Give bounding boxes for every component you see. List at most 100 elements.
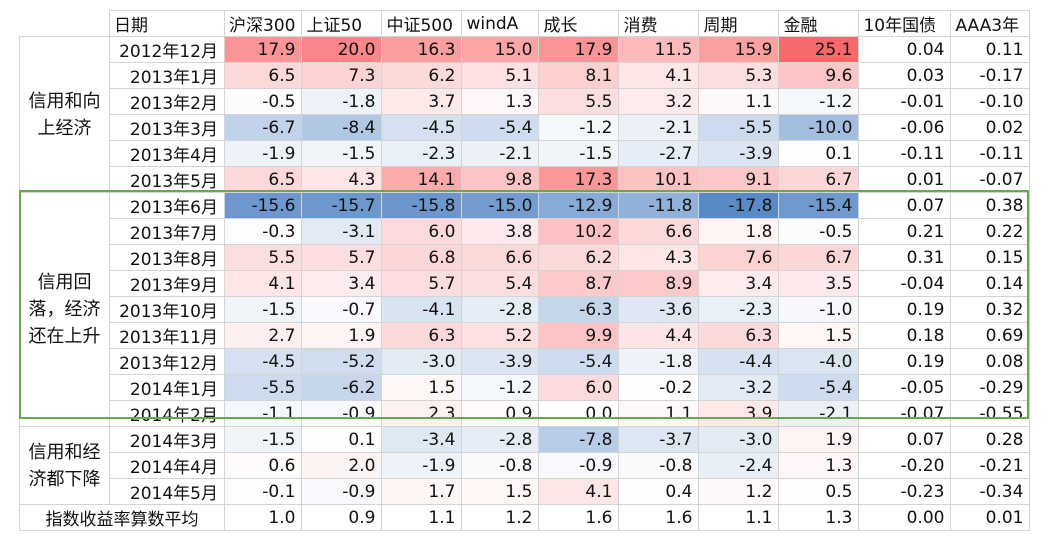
value-cell: -0.01 [858,88,952,115]
value-cell: -0.9 [301,400,383,427]
value-cell: 1.1 [698,88,780,115]
date-cell: 2013年7月 [109,218,225,245]
value-cell: 0.14 [950,270,1031,297]
table-row: 2013年4月 -1.9 -1.5 -2.3 -2.1 -1.5 -2.7 -3.9 0.1 -0… [20,140,1031,167]
value-cell: 3.2 [618,88,700,115]
value-cell: -3.6 [618,296,700,323]
value-cell: -3.0 [698,426,780,453]
value-cell: 1.9 [301,322,383,349]
table-row: 2014年2月 -1.1 -0.9 2.3 0.9 0.0 1.1 3.9 -2.1 -0.07-… [20,400,1031,427]
value-cell: -5.4 [538,348,620,375]
value-cell: -1.9 [381,452,463,479]
value-cell: 20.0 [301,36,383,63]
value-cell: -1.9 [223,140,303,167]
table-row: 2013年9月 4.1 3.4 5.7 5.4 8.7 8.9 3.4 3.5 -0.04 0.14 [20,270,1031,297]
value-cell: 8.7 [538,270,620,297]
average-cell: 1.1 [698,504,780,531]
date-cell: 2013年11月 [109,322,225,349]
table-row: 信用回落，经济还在上升 2013年6月 -15.6 -15.7 -15.8 -15.0 -1… [19,192,1031,427]
value-cell: -1.8 [301,88,383,115]
value-cell: 6.5 [223,166,303,193]
value-cell: 4.1 [538,478,620,505]
value-cell: 9.6 [778,62,860,89]
value-cell: -5.4 [461,114,540,141]
value-cell: -0.05 [858,374,952,401]
footer-label: 指数收益率算数平均 [19,504,225,531]
column-header: 沪深300 [223,10,303,37]
value-cell: 6.6 [461,244,540,271]
value-cell: -1.0 [778,296,860,323]
average-cell: 0.01 [950,504,1031,531]
value-cell: -1.2 [778,88,860,115]
column-header: windA [461,10,540,37]
table-row: 2013年3月 -6.7 -8.4 -4.5 -5.4 -1.2 -2.1 -5.5 -10.0… [20,114,1031,141]
value-cell: 9.8 [461,166,540,193]
average-cell: 1.2 [461,504,540,531]
date-cell: 2013年6月 [109,192,225,219]
value-cell: 0.69 [950,322,1031,349]
table-row: 2013年11月 2.7 1.9 6.3 5.2 9.9 4.4 6.3 1.5 0.18 0.69 [20,322,1031,349]
value-cell: 0.22 [950,218,1031,245]
value-cell: 7.3 [301,62,383,89]
date-cell: 2012年12月 [109,36,225,63]
date-cell: 2013年9月 [109,270,225,297]
value-cell: -4.4 [698,348,780,375]
value-cell: -0.11 [950,140,1031,167]
column-header: 中证500 [381,10,463,37]
value-cell: 5.5 [223,244,303,271]
value-cell: 0.6 [223,452,303,479]
column-header: 成长 [538,10,620,37]
value-cell: -0.5 [223,88,303,115]
value-cell: -0.11 [858,140,952,167]
table-row: 2014年4月 0.6 2.0 -1.9 -0.8 -0.9 -0.8 -2.4 1.3 -0.2… [20,452,1031,479]
value-cell: -0.07 [950,166,1031,193]
value-cell: 0.21 [858,218,952,245]
value-cell: 15.9 [698,36,780,63]
value-cell: -2.1 [778,400,860,427]
value-cell: -1.5 [223,296,303,323]
value-cell: -10.0 [778,114,860,141]
value-cell: 1.5 [461,478,540,505]
value-cell: 0.03 [858,62,952,89]
value-cell: -6.7 [223,114,303,141]
value-cell: -15.7 [301,192,383,219]
value-cell: 0.1 [301,426,383,453]
value-cell: 6.2 [381,62,463,89]
value-cell: 1.3 [461,88,540,115]
value-cell: -3.9 [698,140,780,167]
value-cell: -3.1 [301,218,383,245]
value-cell: 0.15 [950,244,1031,271]
value-cell: 1.3 [778,452,860,479]
date-cell: 2014年3月 [109,426,225,453]
value-cell: -2.7 [618,140,700,167]
table-row: 信用和向上经济 2012年12月 17.9 20.0 16.3 15.0 17.9 11.5 1… [19,36,1031,193]
value-cell: -1.8 [618,348,700,375]
value-cell: 6.6 [618,218,700,245]
value-cell: 0.18 [858,322,952,349]
value-cell: -0.7 [301,296,383,323]
value-cell: 6.0 [381,218,463,245]
value-cell: 6.2 [538,244,620,271]
value-cell: -2.1 [461,140,540,167]
value-cell: -0.29 [950,374,1031,401]
value-cell: -5.2 [301,348,383,375]
value-cell: -1.5 [538,140,620,167]
value-cell: 0.5 [778,478,860,505]
value-cell: 5.7 [301,244,383,271]
value-cell: -1.5 [223,426,303,453]
value-cell: 10.1 [618,166,700,193]
value-cell: -0.3 [223,218,303,245]
table-row: 信用和经济都下降 2014年3月 -1.5 0.1 -3.4 -2.8 -7.8 -3.7 -3… [19,426,1031,505]
value-cell: -2.8 [461,426,540,453]
average-cell: 1.1 [381,504,463,531]
value-cell: -1.5 [301,140,383,167]
column-header: 日期 [109,10,225,37]
value-cell: 2.0 [301,452,383,479]
value-cell: 3.4 [301,270,383,297]
value-cell: -5.5 [223,374,303,401]
value-cell: 2.3 [381,400,463,427]
column-header: 周期 [698,10,780,37]
date-cell: 2013年1月 [109,62,225,89]
value-cell: 6.5 [223,62,303,89]
value-cell: -15.0 [461,192,540,219]
